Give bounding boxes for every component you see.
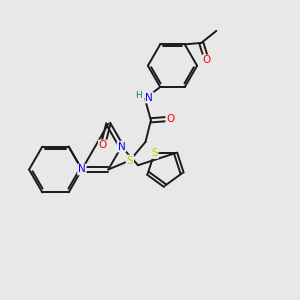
Text: O: O: [202, 55, 211, 65]
Text: S: S: [127, 155, 133, 166]
Text: N: N: [118, 142, 125, 152]
Text: H: H: [135, 91, 142, 100]
Text: O: O: [166, 114, 175, 124]
Text: O: O: [99, 140, 107, 150]
Text: N: N: [145, 92, 153, 103]
Text: S: S: [151, 148, 158, 158]
Text: N: N: [78, 164, 86, 175]
